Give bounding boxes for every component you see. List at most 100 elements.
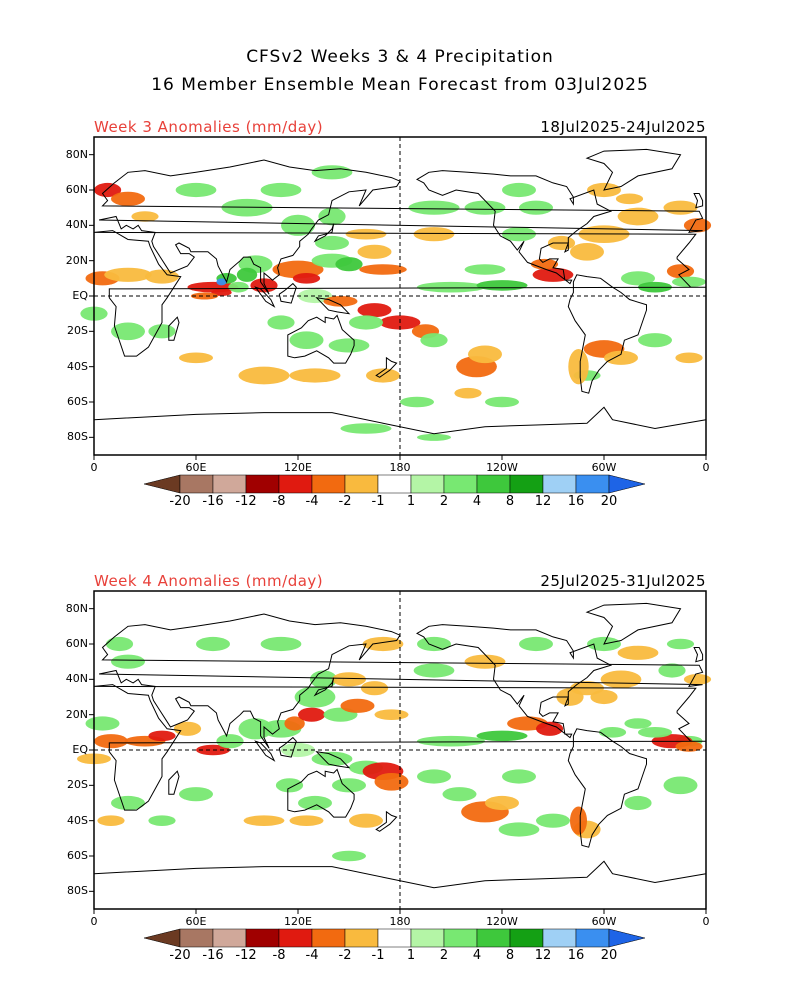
week4-colorbar-label: -4 [305, 948, 319, 963]
week4-colorbar-label: 2 [439, 948, 449, 963]
week3-anomaly-blob [420, 333, 448, 348]
week4-anomaly-blob [111, 654, 145, 669]
week3-lon-label: 120W [486, 461, 518, 474]
week3-anomaly-blob [281, 214, 315, 236]
week3-anomaly-blob [464, 264, 506, 275]
week4-colorbar-label: -2 [338, 948, 352, 963]
week4-colorbar-swatch [476, 928, 511, 948]
week4-anomaly-blob [464, 654, 506, 669]
week3-anomaly-blob [216, 278, 227, 286]
week3-lat-label: 60N [65, 183, 88, 196]
week3-colorbar-label: -2 [338, 494, 352, 509]
week3-anomaly-blob [408, 200, 460, 215]
coastline-sumatra [254, 286, 276, 308]
week3-anomaly-blob [615, 193, 644, 205]
week3-anomaly-blob [211, 288, 232, 296]
week4-colorbar-label: -16 [202, 948, 224, 963]
week4-anomaly-blob [413, 663, 455, 678]
week3-lat-label: 40S [67, 359, 88, 373]
week3-lat-label: 80S [67, 430, 88, 444]
week3-lat-label: 60S [67, 395, 88, 408]
week4-colorbar-label: -12 [235, 948, 257, 963]
week3-anomaly-blob [617, 207, 659, 226]
week4-lat-label: 80S [67, 884, 88, 898]
week4-anomaly-blob [289, 815, 324, 826]
week4-colorbar-label: 1 [406, 948, 416, 963]
week4-anomaly-blob [417, 735, 485, 747]
week3-colorbar-label: -16 [202, 494, 224, 509]
week4-anomaly-blob [666, 638, 695, 650]
coastline-australia [287, 768, 355, 818]
week4-colorbar-label: -8 [272, 948, 286, 963]
week4-anomaly-blob [309, 670, 338, 689]
week4-colorbar-swatch [509, 928, 544, 948]
week4-anomaly-blob [658, 663, 686, 678]
week4-anomaly-blob [498, 822, 540, 837]
week3-colorbar-swatch [212, 474, 247, 494]
week3-colorbar-label: 2 [439, 494, 449, 509]
week4-colorbar-swatch [575, 928, 610, 948]
week4-anomaly-blob [173, 721, 202, 736]
week4-anomaly-blob [374, 709, 409, 720]
week4-anomaly-blob [340, 698, 375, 713]
week3-colorbar-swatch [476, 474, 511, 494]
week4-anomaly-blob [360, 681, 389, 696]
week4-anomaly-blob [298, 795, 332, 811]
week3-lat-label: EQ [72, 289, 88, 302]
week3-lat-label: 40N [65, 218, 88, 232]
week4-colorbar-max-arrow [608, 928, 646, 948]
week4-anomaly-blob [519, 636, 553, 652]
coastline-eurasia [99, 613, 704, 749]
week3-lon-label: 60E [185, 461, 207, 474]
week4-lon-label: 60E [185, 915, 207, 928]
week4-lat-label: 40S [67, 813, 88, 827]
week4-anomaly-blob [148, 815, 176, 826]
week3-colorbar-label: 20 [600, 494, 618, 509]
week4-colorbar-label: 8 [505, 948, 515, 963]
title-line-2: 16 Member Ensemble Mean Forecast from 03… [151, 75, 649, 95]
week4-anomaly-blob [598, 727, 627, 738]
week4-anomaly-blob [600, 670, 642, 689]
week3-label: Week 3 Anomalies (mm/day) [94, 118, 324, 136]
week3-dates: 18Jul2025-24Jul2025 [540, 118, 706, 136]
week4-colorbar-label: -20 [169, 948, 191, 963]
coastline-eurasia [99, 159, 704, 295]
week4-lat-label: 40N [65, 672, 88, 686]
week3-colorbar-swatch [245, 474, 280, 494]
week4-colorbar-swatch [542, 928, 577, 948]
week3-colorbar-label: 8 [505, 494, 515, 509]
week4-colorbar [143, 928, 646, 948]
coastline-japan [313, 677, 335, 697]
week4-anomaly-blob [216, 734, 244, 749]
week3-anomaly-blob [292, 273, 321, 284]
week4-lat-label: 20S [67, 778, 88, 792]
coastline-namerica [415, 170, 613, 285]
week3-anomaly-blob [464, 200, 506, 215]
week3-anomaly-blob [179, 352, 213, 364]
week3-anomaly-blob [604, 350, 638, 365]
week4-lon-label: 60W [591, 915, 617, 928]
week4-colorbar-swatch [344, 928, 379, 948]
week4-anomaly-blob [476, 730, 528, 742]
week4-anomaly-blob [663, 776, 698, 795]
week3-anomaly-blob [663, 200, 698, 215]
coastline-newguinea [315, 751, 351, 769]
week3-anomaly-blob [289, 368, 341, 383]
coastline-africa [93, 230, 707, 357]
week4-anomaly-blob [683, 674, 712, 685]
week4-anomaly-blob [260, 636, 302, 652]
week3-colorbar-label: -1 [371, 494, 385, 509]
week3-colorbar-label: 1 [406, 494, 416, 509]
coastline-samerica [567, 728, 647, 848]
week3-lon-label: 180 [389, 461, 411, 474]
week4-anomaly-blob [675, 741, 703, 752]
week3-anomaly-map [80, 136, 712, 460]
week3-colorbar-label: -20 [169, 494, 191, 509]
week4-colorbar-swatch [179, 928, 214, 948]
week4-anomaly-blob [179, 787, 213, 802]
week3-anomaly-blob [345, 228, 387, 240]
week3-anomaly-blob [111, 191, 145, 206]
week3-anomaly-blob [568, 349, 589, 385]
week4-lat-label: 60S [67, 849, 88, 862]
week4-anomaly-blob [485, 795, 519, 811]
